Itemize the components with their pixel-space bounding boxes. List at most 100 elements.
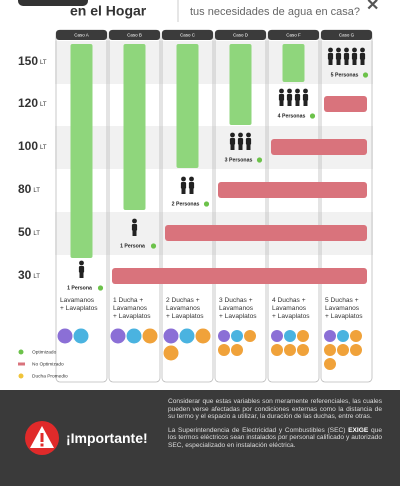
person-legs bbox=[287, 101, 292, 106]
not-optimized-bar bbox=[112, 268, 367, 284]
person-legs bbox=[230, 145, 235, 150]
fixture-label: Lavamanos bbox=[272, 305, 307, 312]
notice: ¡Importante! Considerar que estas variab… bbox=[0, 390, 400, 486]
infographic: en el Hogar tus necesidades de agua en c… bbox=[18, 0, 379, 383]
person-legs bbox=[132, 231, 137, 236]
fixture-label: + Lavaplatos bbox=[60, 305, 98, 312]
case-tab bbox=[109, 30, 160, 40]
fixture-icon bbox=[271, 344, 283, 356]
row-label: 120 LT bbox=[18, 96, 47, 110]
notice-title: ¡Importante! bbox=[66, 430, 148, 446]
person-body bbox=[245, 138, 252, 145]
people-label: 3 Personas bbox=[225, 157, 253, 163]
people-label: 1 Persona bbox=[67, 285, 92, 291]
person-legs bbox=[246, 145, 251, 150]
person-head bbox=[279, 88, 284, 94]
person-legs bbox=[79, 273, 84, 278]
fixture-icon bbox=[57, 328, 73, 344]
person-body bbox=[131, 224, 138, 231]
person-head bbox=[352, 47, 357, 53]
fixture-label: Lavamanos bbox=[166, 305, 201, 312]
legend-swatch bbox=[18, 362, 25, 366]
person-body bbox=[286, 94, 293, 101]
not-optimized-bar bbox=[271, 139, 367, 155]
row-value: 150 bbox=[18, 54, 38, 68]
notice-text: Considerar que estas variables son meram… bbox=[168, 398, 382, 421]
legend-label: Ducha Promedio bbox=[32, 373, 68, 379]
person-head bbox=[336, 47, 341, 53]
case-tab bbox=[321, 30, 372, 40]
case-label: Caso C bbox=[180, 33, 196, 38]
case-label: Caso G bbox=[339, 33, 355, 38]
row-label: 30 LT bbox=[18, 268, 40, 282]
row-unit: LT bbox=[33, 188, 40, 194]
warning-icon bbox=[25, 421, 59, 455]
fixture-icon bbox=[271, 330, 283, 342]
person-legs bbox=[352, 60, 357, 65]
optimized-bar bbox=[282, 44, 305, 82]
check-icon bbox=[256, 157, 263, 163]
person-body bbox=[78, 266, 85, 273]
person-head bbox=[181, 176, 186, 182]
notice-paragraph: Considerar que estas variables son meram… bbox=[168, 398, 382, 421]
case-label: Caso A bbox=[74, 33, 89, 38]
person-body bbox=[343, 53, 350, 60]
legend-swatch bbox=[18, 373, 24, 379]
person-head bbox=[328, 47, 333, 53]
row-label: 80 LT bbox=[18, 182, 40, 196]
notice-text: Considerar que estas variables son meram… bbox=[168, 398, 382, 456]
top-tab bbox=[18, 0, 88, 6]
person-head bbox=[287, 88, 292, 94]
close-button[interactable]: ✕ bbox=[366, 0, 379, 14]
row-value: 120 bbox=[18, 96, 38, 110]
person-legs bbox=[336, 60, 341, 65]
notice-text: La Superintendencia de Electricidad y Co… bbox=[168, 426, 349, 434]
fixture-label: + Lavaplatos bbox=[166, 313, 204, 320]
person-body bbox=[327, 53, 334, 60]
fixture-icon bbox=[284, 344, 296, 356]
case-tab bbox=[56, 30, 107, 40]
fixture-label: + Lavaplatos bbox=[113, 313, 151, 320]
person-legs bbox=[238, 145, 243, 150]
fixture-icon bbox=[337, 344, 349, 356]
person-body bbox=[180, 182, 187, 189]
fixture-icon bbox=[142, 328, 158, 344]
person-body bbox=[335, 53, 342, 60]
notice-text: EXIGE bbox=[348, 426, 369, 434]
case-label: Caso B bbox=[127, 33, 142, 38]
fixture-icon bbox=[231, 344, 243, 356]
fixture-label: Lavamanos bbox=[219, 305, 254, 312]
fixture-label: 2 Duchas + bbox=[166, 297, 200, 304]
not-optimized-bar bbox=[165, 225, 367, 241]
legend-label: Optimizado bbox=[32, 349, 57, 355]
legend-swatch bbox=[18, 349, 24, 355]
row-value: 80 bbox=[18, 182, 32, 196]
optimized-bar bbox=[229, 44, 252, 125]
fixture-icon bbox=[324, 330, 336, 342]
fixture-icon bbox=[324, 358, 336, 370]
not-optimized-bar bbox=[324, 96, 367, 112]
fixture-icon bbox=[231, 330, 243, 342]
person-head bbox=[132, 218, 137, 224]
person-legs bbox=[181, 189, 186, 194]
fixture-label: 3 Duchas + bbox=[219, 297, 253, 304]
case-tab bbox=[215, 30, 266, 40]
fixture-label: Lavamanos bbox=[113, 305, 148, 312]
row-value: 50 bbox=[18, 225, 32, 239]
people-label: 2 Personas bbox=[172, 201, 200, 207]
fixture-icon bbox=[324, 344, 336, 356]
person-head bbox=[360, 47, 365, 53]
person-body bbox=[359, 53, 366, 60]
case-tab bbox=[268, 30, 319, 40]
person-head bbox=[295, 88, 300, 94]
row-unit: LT bbox=[40, 60, 47, 66]
person-head bbox=[344, 47, 349, 53]
check-icon bbox=[150, 243, 157, 249]
person-legs bbox=[279, 101, 284, 106]
person-head bbox=[230, 132, 235, 138]
person-head bbox=[238, 132, 243, 138]
row-unit: LT bbox=[40, 145, 47, 151]
fixture-icon bbox=[110, 328, 126, 344]
fixture-icon bbox=[350, 330, 362, 342]
